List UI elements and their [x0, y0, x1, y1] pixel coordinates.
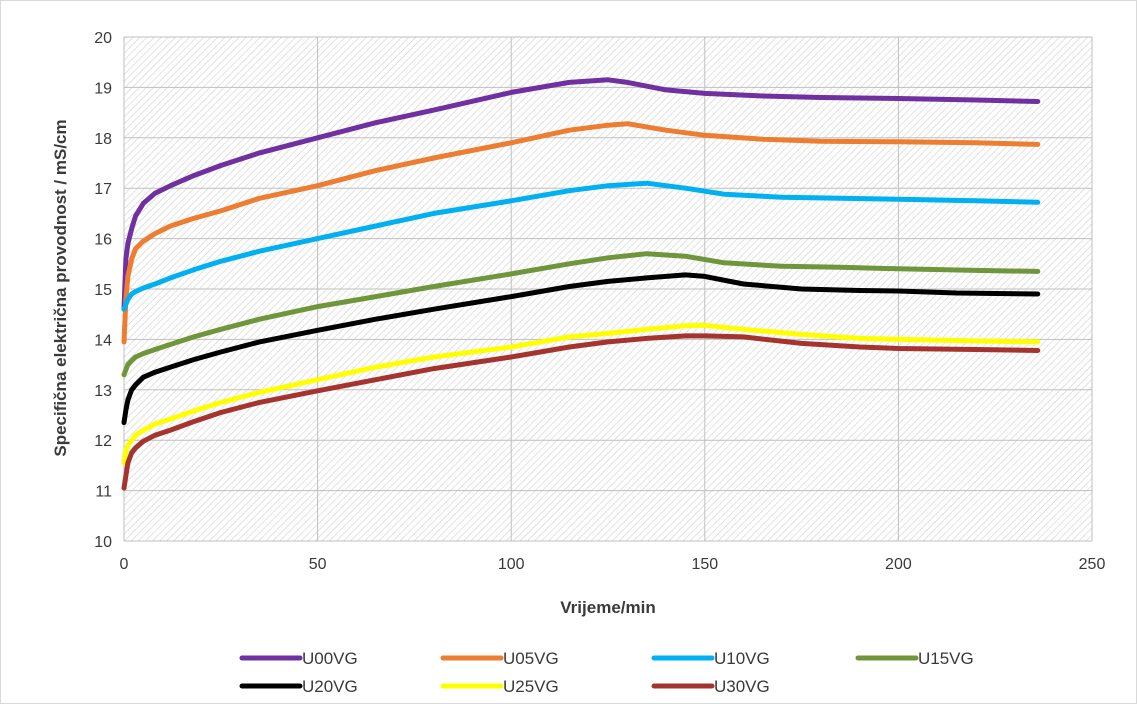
legend-label: U10VG — [714, 649, 770, 668]
legend-item-u20vg: U20VG — [239, 677, 358, 696]
legend-item-u30vg: U30VG — [651, 677, 770, 696]
series-line-u25vg — [121, 322, 1041, 466]
legend-item-u15vg: U15VG — [855, 649, 974, 668]
y-tick-label: 20 — [94, 30, 112, 47]
y-tick-label: 13 — [94, 383, 112, 400]
legend-item-u10vg: U10VG — [651, 649, 770, 668]
series-line-u00vg — [121, 77, 1041, 312]
series-line-u30vg — [121, 333, 1041, 491]
x-axis-ticks: 0 50 100 150 200 250 — [120, 556, 1106, 573]
legend-label: U05VG — [503, 649, 559, 668]
legend-label: U25VG — [503, 677, 559, 696]
y-tick-label: 14 — [94, 332, 112, 349]
y-tick-label: 19 — [94, 80, 112, 97]
y-tick-label: 11 — [95, 484, 112, 501]
series-line-u15vg — [121, 251, 1041, 378]
series-line-u05vg — [121, 121, 1041, 345]
legend-label: U00VG — [302, 649, 358, 668]
legend-item-u00vg: U00VG — [239, 649, 358, 668]
y-axis-ticks: 10 11 12 13 14 15 16 17 18 19 20 — [94, 30, 112, 551]
x-tick-label: 150 — [691, 556, 718, 573]
x-tick-label: 250 — [1079, 556, 1106, 573]
legend-label: U20VG — [302, 677, 358, 696]
x-tick-label: 50 — [309, 556, 327, 573]
x-tick-label: 0 — [120, 556, 129, 573]
series-lines — [121, 77, 1041, 491]
x-tick-label: 100 — [498, 556, 525, 573]
legend-label: U30VG — [714, 677, 770, 696]
legend-item-u05vg: U05VG — [440, 649, 559, 668]
y-axis-title: Specifična električna provodnost / mS/cm — [51, 119, 70, 456]
legend: U00VG U05VG U10VG U15VG U20VG U25VG U30VG — [239, 649, 974, 696]
series-line-u10vg — [121, 180, 1041, 312]
y-tick-label: 10 — [94, 534, 112, 551]
y-tick-label: 12 — [94, 433, 112, 450]
y-tick-label: 17 — [94, 181, 112, 198]
y-tick-label: 18 — [94, 131, 112, 148]
y-tick-label: 15 — [94, 282, 112, 299]
x-tick-label: 200 — [885, 556, 912, 573]
series-line-u20vg — [121, 272, 1041, 426]
legend-item-u25vg: U25VG — [440, 677, 559, 696]
x-axis-title: Vrijeme/min — [560, 598, 655, 617]
y-tick-label: 16 — [94, 232, 112, 249]
legend-label: U15VG — [918, 649, 974, 668]
